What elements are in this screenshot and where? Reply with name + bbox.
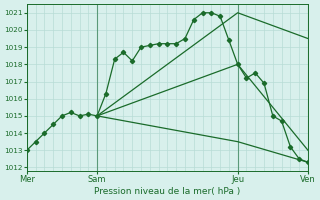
- X-axis label: Pression niveau de la mer( hPa ): Pression niveau de la mer( hPa ): [94, 187, 241, 196]
